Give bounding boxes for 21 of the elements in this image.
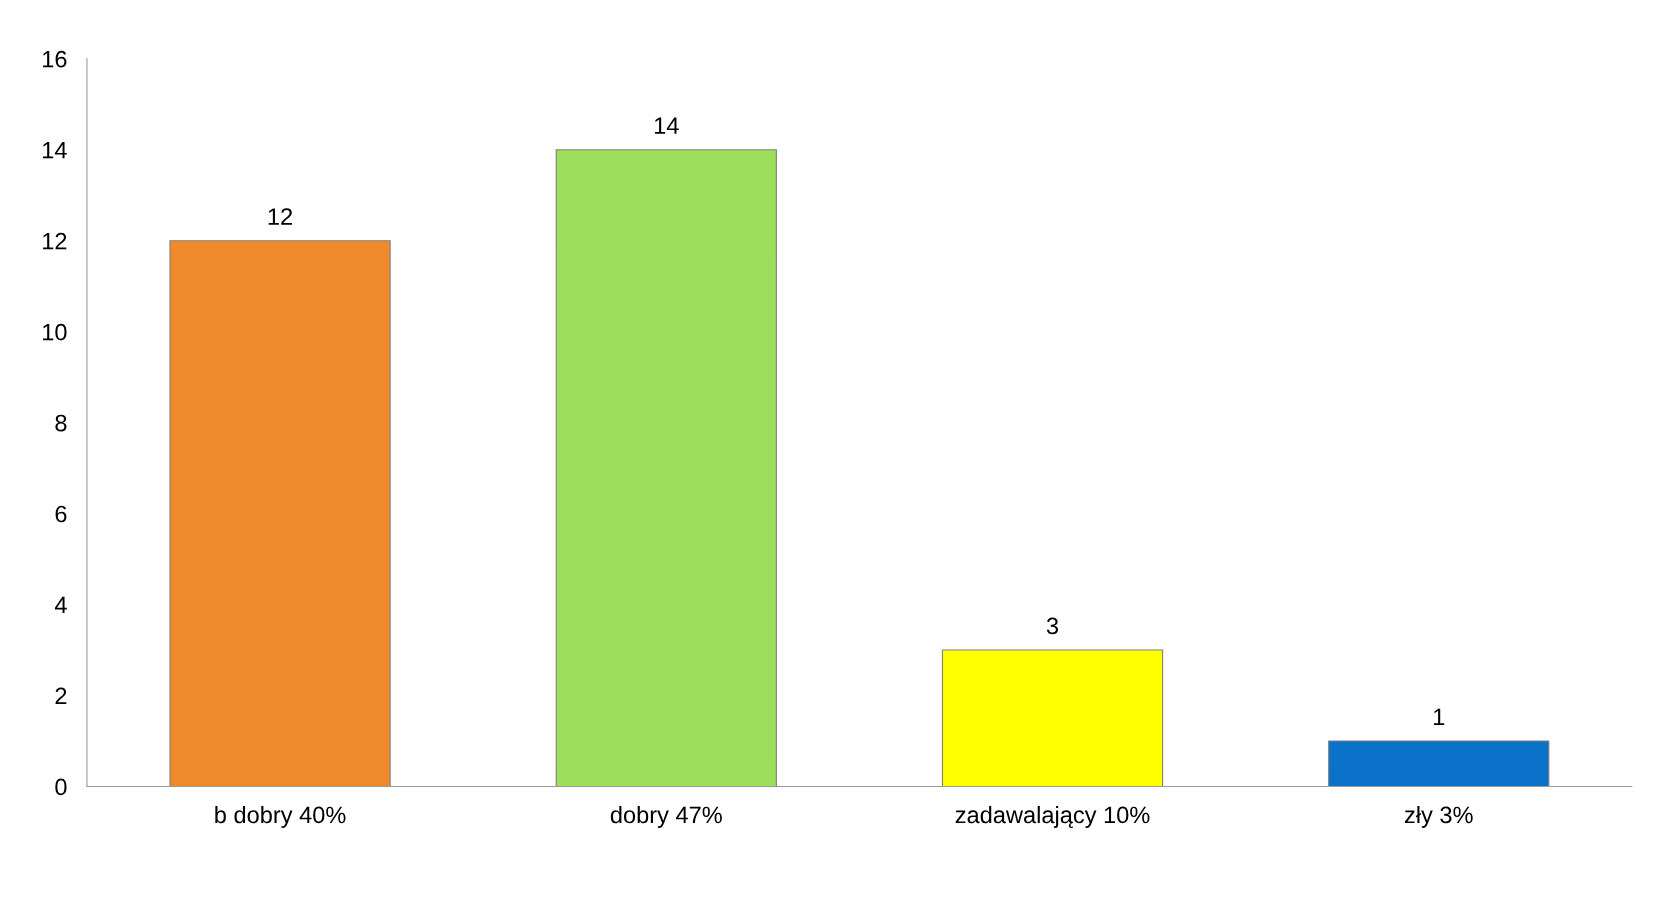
bar	[169, 240, 391, 787]
x-tick-label: b dobry 40%	[215, 805, 346, 828]
data-label: 12	[268, 208, 293, 225]
y-tick-label: 4	[54, 596, 67, 614]
y-tick-label: 0	[55, 778, 67, 796]
bar	[941, 649, 1164, 787]
data-label: 14	[654, 117, 679, 134]
x-tick-label: zadawalający 10%	[955, 805, 1150, 828]
y-tick-label: 8	[55, 414, 67, 432]
y-tick-label: 16	[43, 50, 67, 68]
x-tick-label: dobry 47%	[610, 805, 722, 828]
y-tick-label: 14	[43, 142, 67, 159]
y-tick-label: 12	[43, 232, 67, 250]
x-tick-label: zły 3%	[1404, 805, 1473, 828]
bar	[1328, 740, 1550, 787]
y-tick-label: 10	[43, 323, 67, 341]
data-label: 3	[1046, 617, 1059, 635]
bar	[555, 149, 777, 787]
y-tick-label: 2	[55, 687, 67, 705]
y-tick-label: 6	[55, 505, 67, 523]
data-label: 1	[1433, 708, 1445, 725]
